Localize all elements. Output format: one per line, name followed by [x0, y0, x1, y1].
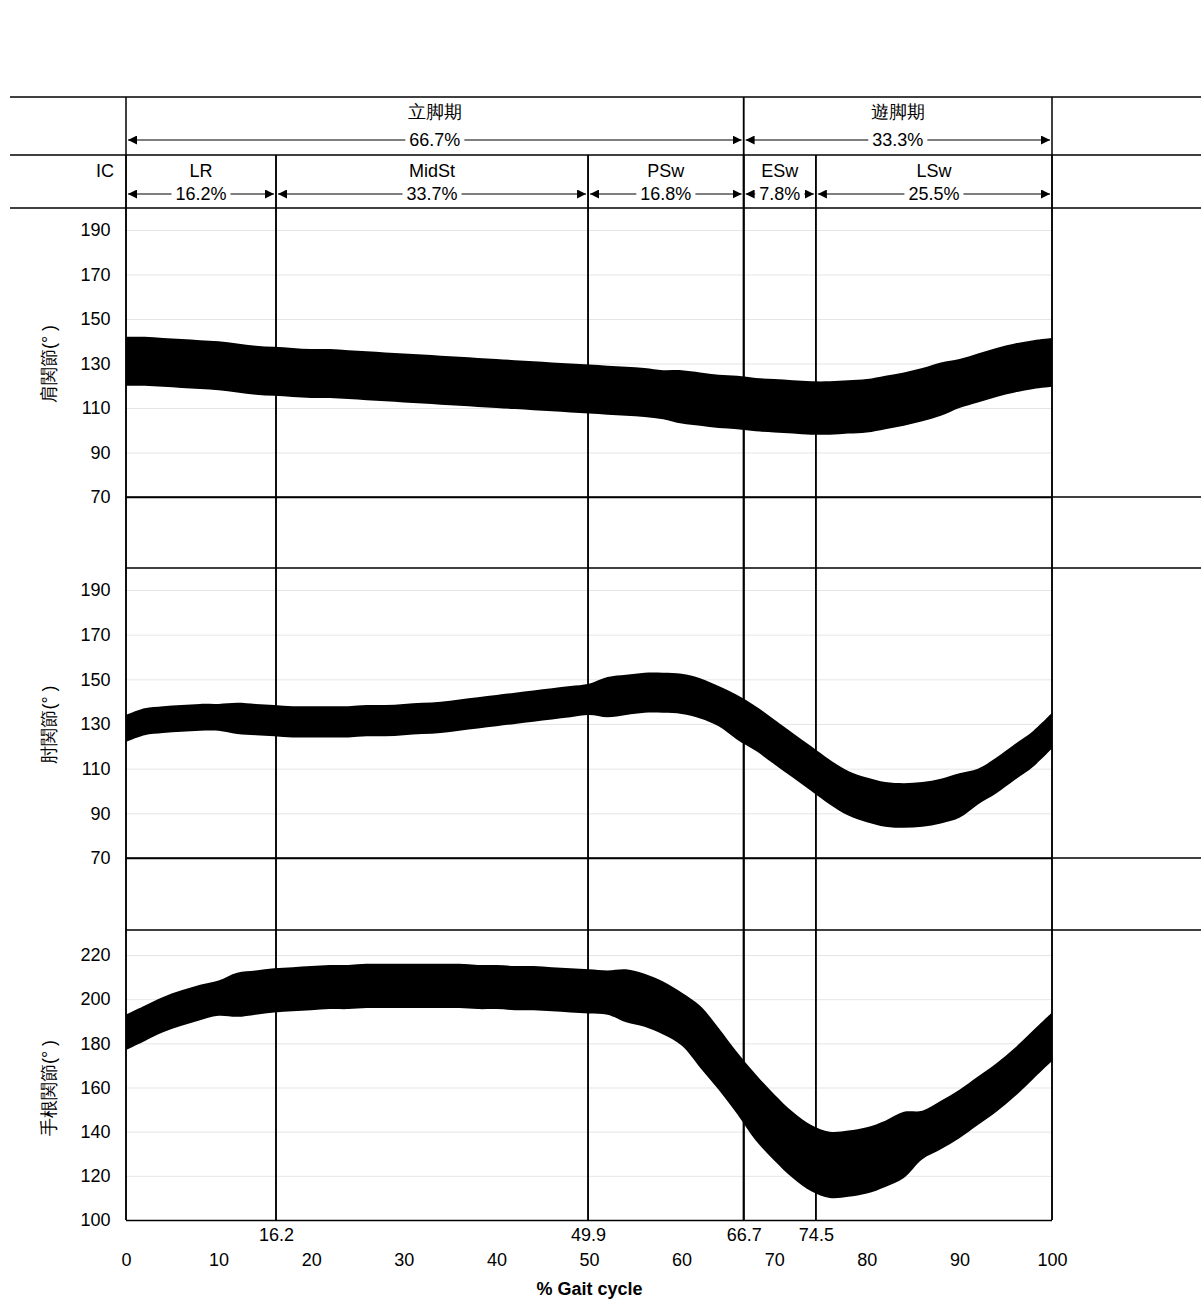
svg-text:ESw: ESw: [761, 161, 799, 181]
svg-text:150: 150: [80, 670, 110, 690]
svg-text:170: 170: [80, 265, 110, 285]
svg-text:110: 110: [82, 759, 111, 779]
svg-text:20: 20: [302, 1250, 322, 1270]
svg-text:120: 120: [80, 1166, 110, 1186]
svg-text:肘関節(° ): 肘関節(° ): [39, 685, 59, 763]
svg-text:80: 80: [857, 1250, 877, 1270]
svg-text:70: 70: [90, 487, 110, 507]
svg-text:190: 190: [80, 220, 110, 240]
svg-text:50: 50: [579, 1250, 599, 1270]
svg-text:66.7%: 66.7%: [409, 130, 460, 150]
svg-text:100: 100: [1037, 1250, 1067, 1270]
svg-text:肩関節(° ): 肩関節(° ): [39, 325, 59, 403]
svg-text:25.5%: 25.5%: [908, 184, 959, 204]
svg-text:立脚期: 立脚期: [408, 102, 462, 122]
svg-text:33.7%: 33.7%: [407, 184, 458, 204]
svg-text:220: 220: [80, 945, 110, 965]
svg-text:33.3%: 33.3%: [872, 130, 923, 150]
svg-text:40: 40: [487, 1250, 507, 1270]
svg-text:遊脚期: 遊脚期: [871, 102, 925, 122]
svg-text:% Gait cycle: % Gait cycle: [536, 1279, 642, 1299]
svg-text:190: 190: [80, 580, 110, 600]
svg-text:200: 200: [80, 989, 110, 1009]
svg-text:MidSt: MidSt: [409, 161, 455, 181]
svg-text:180: 180: [80, 1034, 110, 1054]
svg-text:90: 90: [950, 1250, 970, 1270]
svg-text:130: 130: [80, 354, 110, 374]
svg-text:90: 90: [90, 443, 110, 463]
svg-text:30: 30: [394, 1250, 414, 1270]
svg-text:130: 130: [80, 714, 110, 734]
svg-text:IC: IC: [96, 161, 114, 181]
svg-text:PSw: PSw: [647, 161, 685, 181]
svg-text:49.9: 49.9: [571, 1225, 606, 1245]
svg-text:150: 150: [80, 309, 110, 329]
svg-text:LR: LR: [189, 161, 212, 181]
svg-text:66.7: 66.7: [727, 1225, 762, 1245]
svg-text:90: 90: [90, 804, 110, 824]
svg-text:手根関節(° ): 手根関節(° ): [39, 1040, 59, 1136]
svg-text:70: 70: [765, 1250, 785, 1270]
svg-text:170: 170: [80, 625, 110, 645]
svg-text:16.2: 16.2: [259, 1225, 294, 1245]
svg-text:10: 10: [209, 1250, 229, 1270]
svg-text:70: 70: [90, 848, 110, 868]
svg-text:140: 140: [80, 1122, 110, 1142]
svg-text:16.2%: 16.2%: [175, 184, 226, 204]
svg-text:110: 110: [82, 398, 111, 418]
svg-text:100: 100: [80, 1210, 110, 1230]
svg-text:160: 160: [80, 1078, 110, 1098]
svg-text:7.8%: 7.8%: [759, 184, 800, 204]
svg-text:LSw: LSw: [916, 161, 952, 181]
svg-text:16.8%: 16.8%: [640, 184, 691, 204]
svg-text:74.5: 74.5: [799, 1225, 834, 1245]
svg-text:60: 60: [672, 1250, 692, 1270]
svg-text:0: 0: [121, 1250, 131, 1270]
